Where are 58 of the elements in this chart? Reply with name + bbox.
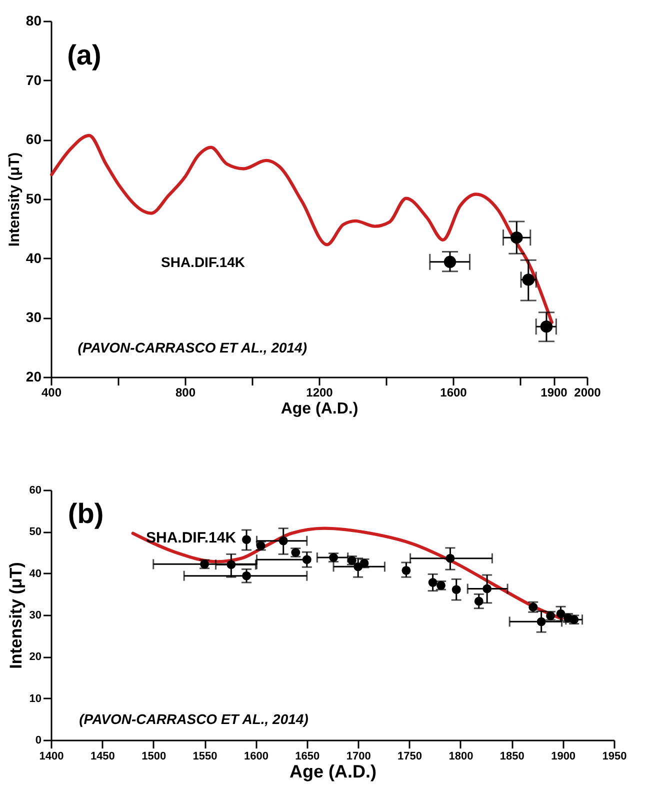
y-axis-title: Intensity (μT)	[6, 562, 26, 669]
y-tick-label: 50	[29, 526, 42, 538]
annotation: (b)	[68, 498, 104, 529]
x-tick-label: 1550	[192, 750, 218, 762]
point	[278, 536, 288, 546]
point	[540, 320, 553, 333]
annotation: (PAVON-CARRASCO ET AL., 2014)	[79, 711, 309, 727]
point	[242, 571, 251, 580]
y-tick-label: 0	[35, 734, 42, 746]
text: SHA.DIF.14K	[161, 254, 246, 270]
annotation: (PAVON-CARRASCO ET AL., 2014)	[78, 340, 308, 356]
y-tick-label: 70	[26, 72, 42, 88]
point	[242, 535, 251, 544]
point	[474, 596, 484, 606]
x-tick-label: 1850	[500, 750, 524, 762]
x-tick-label: 2000	[574, 386, 602, 400]
x-tick-label: 1800	[448, 750, 474, 762]
y-tick-label: 40	[26, 250, 42, 266]
x-tick-label: 1500	[142, 750, 166, 762]
x-axis-title: Age (A.D.)	[290, 762, 376, 782]
point	[302, 555, 312, 564]
y-tick-label: 60	[29, 484, 42, 496]
x-tick-label: 1450	[90, 750, 115, 762]
x-tick-label: 400	[41, 386, 62, 400]
x-tick-label: 800	[175, 386, 196, 400]
point	[510, 231, 523, 244]
x-tick-label: 1750	[398, 750, 422, 762]
x-tick-label: 1600	[440, 386, 468, 400]
y-axis-title: Intensity (μT)	[6, 152, 23, 247]
x-tick-label: 1900	[551, 750, 576, 762]
x-tick-label: 1200	[306, 386, 334, 400]
point	[482, 584, 492, 594]
point	[446, 554, 455, 563]
x-axis-title: Age (A.D.)	[280, 400, 358, 418]
y-tick-label: 30	[26, 309, 42, 326]
x-tick-label: 1400	[39, 750, 64, 762]
point	[444, 256, 456, 268]
y-tick-label: 30	[29, 610, 42, 622]
x-tick-label: 1900	[540, 386, 568, 400]
y-tick-label: 20	[29, 651, 42, 664]
series-label: SHA.DIF.14K	[146, 530, 236, 546]
point	[556, 609, 566, 618]
point	[428, 578, 438, 587]
x-tick-label: 1950	[602, 750, 627, 762]
y-tick-label: 80	[26, 12, 42, 28]
x-tick-label: 1700	[346, 750, 371, 762]
annotation: (a)	[67, 40, 102, 71]
y-tick-label: 60	[26, 131, 42, 148]
x-tick-label: 1650	[295, 750, 320, 762]
y-tick-label: 50	[26, 190, 42, 206]
y-tick-label: 10	[29, 692, 42, 705]
x-tick-label: 1600	[244, 750, 268, 762]
point	[536, 617, 546, 626]
point	[402, 566, 411, 575]
point	[226, 560, 236, 570]
y-tick-label: 40	[29, 568, 42, 580]
y-tick-label: 20	[26, 368, 42, 384]
point	[452, 585, 461, 594]
